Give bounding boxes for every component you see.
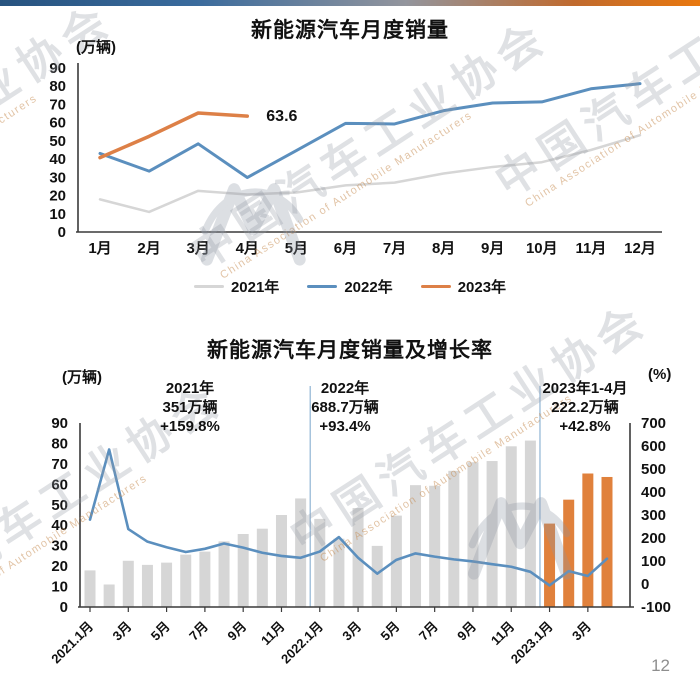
svg-text:60: 60 (51, 476, 68, 493)
svg-text:600: 600 (641, 438, 666, 455)
svg-text:2023.1月: 2023.1月 (508, 619, 556, 667)
annotation-line: 2023年1-4月 (542, 380, 628, 397)
svg-text:40: 40 (51, 517, 68, 534)
svg-text:0: 0 (60, 599, 68, 616)
svg-text:6月: 6月 (334, 240, 357, 257)
legend-swatch-2022-icon (307, 285, 338, 288)
svg-text:0: 0 (58, 224, 66, 241)
svg-text:20: 20 (49, 188, 66, 205)
svg-text:70: 70 (51, 456, 68, 473)
svg-text:20: 20 (51, 558, 68, 575)
legend-item-2021: 2021年 (193, 276, 280, 297)
legend-label-2022: 2022年 (344, 279, 393, 296)
svg-text:60: 60 (49, 115, 66, 132)
svg-text:5月: 5月 (378, 619, 403, 644)
svg-text:9月: 9月 (224, 619, 249, 644)
annotation-line: +93.4% (319, 417, 371, 435)
annotation-2021: 2021年 351万辆 +159.8% (115, 380, 265, 436)
svg-text:40: 40 (49, 151, 66, 168)
svg-text:10: 10 (49, 206, 66, 223)
chart1-unit-label: (万辆) (76, 39, 116, 56)
svg-text:90: 90 (49, 60, 66, 77)
chart2-canvas: 0 10 20 30 40 50 60 70 80 90 -100 0 100 200 300 400 500 6… (48, 386, 671, 667)
legend-item-2022: 2022年 (307, 276, 393, 297)
svg-text:100: 100 (641, 553, 666, 570)
top-accent-bar (0, 0, 700, 6)
svg-text:5月: 5月 (285, 240, 308, 257)
annotation-line: 222.2万辆 (551, 398, 619, 416)
svg-text:11月: 11月 (488, 619, 518, 649)
svg-text:4月: 4月 (236, 240, 259, 257)
legend-label-2021: 2021年 (230, 279, 280, 296)
annotation-line: 2021年 (165, 380, 215, 397)
svg-text:400: 400 (641, 484, 666, 501)
svg-text:7月: 7月 (383, 240, 406, 257)
svg-text:8月: 8月 (432, 240, 455, 257)
annotation-line: +42.8% (559, 417, 611, 435)
svg-text:700: 700 (641, 415, 666, 432)
svg-text:-100: -100 (641, 599, 671, 616)
annotation-line: +159.8% (160, 417, 220, 435)
svg-text:7月: 7月 (186, 619, 211, 644)
svg-text:9月: 9月 (454, 619, 479, 644)
svg-text:50: 50 (51, 497, 68, 514)
chart2-left-unit-label: (万辆) (62, 369, 102, 386)
svg-text:3月: 3月 (569, 619, 594, 644)
page-number: 12 (651, 656, 670, 675)
svg-text:10月: 10月 (526, 240, 558, 257)
svg-text:10: 10 (51, 579, 68, 596)
chart2-right-unit-label: (%) (648, 366, 672, 383)
svg-text:90: 90 (51, 415, 68, 432)
svg-text:500: 500 (641, 461, 666, 478)
annotation-2023: 2023年1-4月 222.2万辆 +42.8% (510, 380, 660, 436)
svg-text:3月: 3月 (110, 619, 135, 644)
svg-text:80: 80 (49, 78, 66, 95)
svg-text:3月: 3月 (339, 619, 364, 644)
svg-text:7月: 7月 (416, 619, 441, 644)
svg-text:30: 30 (51, 538, 68, 555)
legend-item-2023: 2023年 (420, 276, 507, 297)
svg-text:0: 0 (641, 576, 649, 593)
svg-text:5月: 5月 (148, 619, 173, 644)
svg-text:300: 300 (641, 507, 666, 524)
svg-text:80: 80 (51, 435, 68, 452)
svg-text:12月: 12月 (624, 240, 656, 257)
svg-text:3月: 3月 (187, 240, 210, 257)
annotation-line: 2022年 (320, 380, 370, 397)
chart2-title: 新能源汽车月度销量及增长率 (207, 339, 493, 362)
chart1-legend: 2021年 2022年 2023年 (0, 276, 700, 297)
svg-text:30: 30 (49, 169, 66, 186)
svg-text:11月: 11月 (575, 240, 606, 257)
svg-text:200: 200 (641, 530, 666, 547)
legend-swatch-2021-icon (193, 285, 224, 288)
annotation-2022: 2022年 688.7万辆 +93.4% (270, 380, 420, 436)
svg-text:9月: 9月 (481, 240, 504, 257)
legend-swatch-2023-icon (420, 285, 451, 288)
svg-text:2022.1月: 2022.1月 (278, 619, 326, 667)
annotation-line: 351万辆 (162, 398, 218, 416)
legend-label-2023: 2023年 (457, 279, 507, 296)
svg-text:50: 50 (49, 133, 66, 150)
svg-text:2021.1月: 2021.1月 (48, 619, 96, 667)
svg-text:70: 70 (49, 96, 66, 113)
svg-text:63.6: 63.6 (266, 108, 297, 125)
annotation-line: 688.7万辆 (311, 398, 379, 416)
svg-text:1月: 1月 (88, 240, 111, 257)
chart1-title: 新能源汽车月度销量 (251, 19, 449, 42)
svg-text:2月: 2月 (137, 240, 160, 257)
svg-text:11月: 11月 (258, 619, 288, 649)
